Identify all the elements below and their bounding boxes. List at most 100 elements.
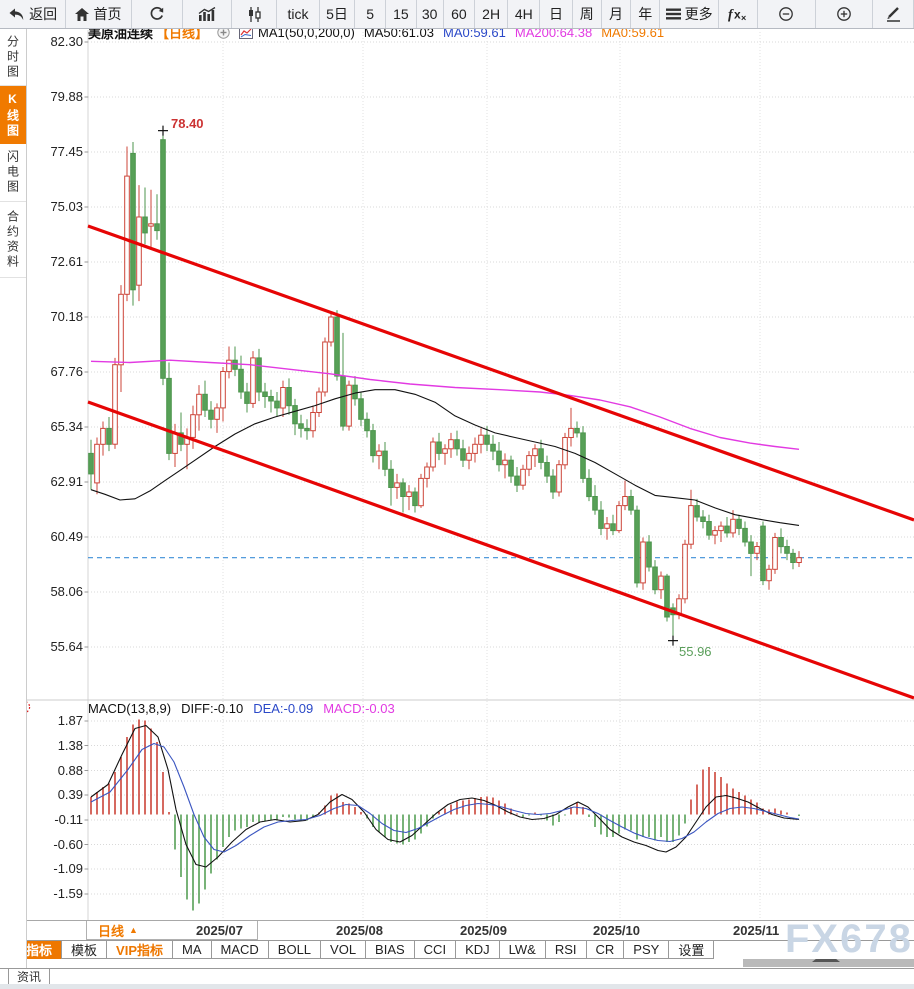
tab-CCI[interactable]: CCI xyxy=(413,941,457,959)
tab-VOL[interactable]: VOL xyxy=(320,941,367,959)
macd-axis-label: -1.09 xyxy=(53,861,83,876)
sidebar-item-3[interactable]: 合约资料 xyxy=(0,202,26,278)
refresh-icon xyxy=(149,6,165,22)
svg-text:f: f xyxy=(728,8,734,23)
period-selector-label: 日线 xyxy=(98,923,125,939)
back-arrow-icon xyxy=(8,8,25,21)
price-axis-label: 65.34 xyxy=(50,419,83,434)
toolbar-item-month[interactable]: 月 xyxy=(602,0,632,28)
toolbar-item-tick[interactable]: tick xyxy=(277,0,320,28)
zoom-in-icon xyxy=(836,6,852,22)
price-axis-label: 82.30 xyxy=(50,34,83,49)
toolbar-item-60[interactable]: 60 xyxy=(444,0,476,28)
toolbar-item-label: 5日 xyxy=(326,6,348,22)
status-bar: 资讯 xyxy=(0,968,914,984)
toolbar-item-5d[interactable]: 5日 xyxy=(320,0,356,28)
period-label: 【日线】 xyxy=(156,26,209,41)
tab-PSY[interactable]: PSY xyxy=(623,941,670,959)
macd-axis-label: 0.88 xyxy=(57,762,83,778)
news-tab[interactable]: 资讯 xyxy=(8,969,51,984)
toolbar-item-candlestick[interactable] xyxy=(232,0,277,28)
toolbar-item-draw[interactable] xyxy=(873,0,914,28)
macd-axis-label: 1.38 xyxy=(57,737,83,753)
price-axis-label: 75.03 xyxy=(50,199,83,214)
bar-chart-icon xyxy=(198,7,217,21)
x-axis-row: 日线 ▲ 2025/07 2025/08 2025/09 2025/10 2025/11 xyxy=(0,920,914,940)
toolbar-item-label: 15 xyxy=(393,6,409,22)
price-axis-label: 72.61 xyxy=(50,254,83,269)
tab-模板[interactable]: 模板 xyxy=(61,941,108,959)
toolbar-item-label: 返回 xyxy=(29,6,58,22)
toolbar-item-label: 30 xyxy=(421,6,438,22)
triangle-up-icon: ▲ xyxy=(129,925,138,935)
macd-axis-label: -1.59 xyxy=(53,886,83,901)
left-sidebar: 分时图 K线图 闪电图 合约资料 xyxy=(0,29,27,968)
toolbar-item-label: 首页 xyxy=(93,6,122,22)
toolbar-item-label: 2H xyxy=(482,6,501,22)
macd-axis-label: 0.39 xyxy=(57,787,83,802)
toolbar-item-label: 月 xyxy=(609,6,624,22)
toolbar-item-label: 4H xyxy=(514,6,533,22)
tab-VIP指标[interactable]: VIP指标 xyxy=(106,941,173,959)
tab-BOLL[interactable]: BOLL xyxy=(267,941,322,959)
indicator-tabbar: 指标 模板 VIP指标 MA MACD BOLL VOL BIAS CCI KDJ LW& RSI CR… xyxy=(0,940,914,959)
horizontal-scrollbar[interactable] xyxy=(743,959,914,967)
period-selector-button[interactable]: 日线 ▲ xyxy=(86,921,258,940)
tab-RSI[interactable]: RSI xyxy=(544,941,587,959)
toolbar-item-more[interactable]: 更多 xyxy=(660,0,719,28)
candlestick-icon xyxy=(247,6,262,22)
macd-axis-label: -0.11 xyxy=(54,812,83,827)
toolbar-item-home[interactable]: 首页 xyxy=(66,0,132,28)
price-chart[interactable] xyxy=(0,29,914,920)
bottom-strip xyxy=(0,984,914,989)
fx678-watermark: FX678 xyxy=(785,917,913,961)
sidebar-item-1[interactable]: K线图 xyxy=(0,86,26,144)
price-axis-label: 77.45 xyxy=(50,144,83,159)
toolbar-item-label: 日 xyxy=(549,6,564,22)
toolbar-item-label: 更多 xyxy=(684,6,713,22)
tab-CR[interactable]: CR xyxy=(585,941,625,959)
tab-BIAS[interactable]: BIAS xyxy=(365,941,415,959)
diff-value: DIFF:-0.10 xyxy=(181,701,244,716)
toolbar-item-label: 60 xyxy=(451,6,467,22)
tab-设置[interactable]: 设置 xyxy=(668,941,715,959)
tab-MACD[interactable]: MACD xyxy=(210,941,269,959)
toolbar-item-4h[interactable]: 4H xyxy=(508,0,541,28)
high-price-annotation: 78.40 xyxy=(171,115,204,131)
top-toolbar: 返回 首页 tick 5日 5 15 30 60 2H 4H 日周月年 更多 f x × xyxy=(0,0,914,29)
svg-text:x: x xyxy=(734,8,741,22)
toolbar-item-fx[interactable]: f x × xyxy=(719,0,758,28)
low-price-annotation: 55.96 xyxy=(679,643,712,659)
toolbar-item-bar-chart[interactable] xyxy=(183,0,233,28)
toolbar-item-back[interactable]: 返回 xyxy=(0,0,67,28)
toolbar-item-day[interactable]: 日 xyxy=(540,0,573,28)
toolbar-item-label: 5 xyxy=(366,6,375,22)
price-axis-label: 62.91 xyxy=(50,474,83,489)
toolbar-item-30[interactable]: 30 xyxy=(417,0,444,28)
x-axis-label: 2025/07 xyxy=(196,923,243,938)
toolbar-item-week[interactable]: 周 xyxy=(573,0,602,28)
toolbar-item-5[interactable]: 5 xyxy=(355,0,387,28)
price-axis-label: 58.06 xyxy=(50,584,83,599)
x-axis-label: 2025/09 xyxy=(460,923,507,938)
sidebar-item-2[interactable]: 闪电图 xyxy=(0,144,26,202)
tab-LW&[interactable]: LW& xyxy=(498,941,546,959)
pencil-icon xyxy=(885,6,901,22)
dea-value: DEA:-0.09 xyxy=(253,701,314,716)
add-indicator-icon[interactable] xyxy=(217,26,230,39)
toolbar-item-2h[interactable]: 2H xyxy=(475,0,509,28)
toolbar-item-refresh[interactable] xyxy=(132,0,184,28)
price-axis-label: 67.76 xyxy=(50,364,83,379)
sidebar-item-0[interactable]: 分时图 xyxy=(0,29,26,86)
toolbar-item-zoom-in[interactable] xyxy=(816,0,874,28)
tab-KDJ[interactable]: KDJ xyxy=(455,941,500,959)
toolbar-item-15[interactable]: 15 xyxy=(386,0,417,28)
tab-指标[interactable]: 指标 xyxy=(16,941,63,959)
macd-axis-label: -0.60 xyxy=(53,836,83,852)
tab-MA[interactable]: MA xyxy=(172,941,212,959)
toolbar-item-zoom-out[interactable] xyxy=(758,0,816,28)
x-axis-label: 2025/10 xyxy=(593,923,640,938)
menu-icon xyxy=(665,8,681,20)
toolbar-item-year[interactable]: 年 xyxy=(631,0,661,28)
